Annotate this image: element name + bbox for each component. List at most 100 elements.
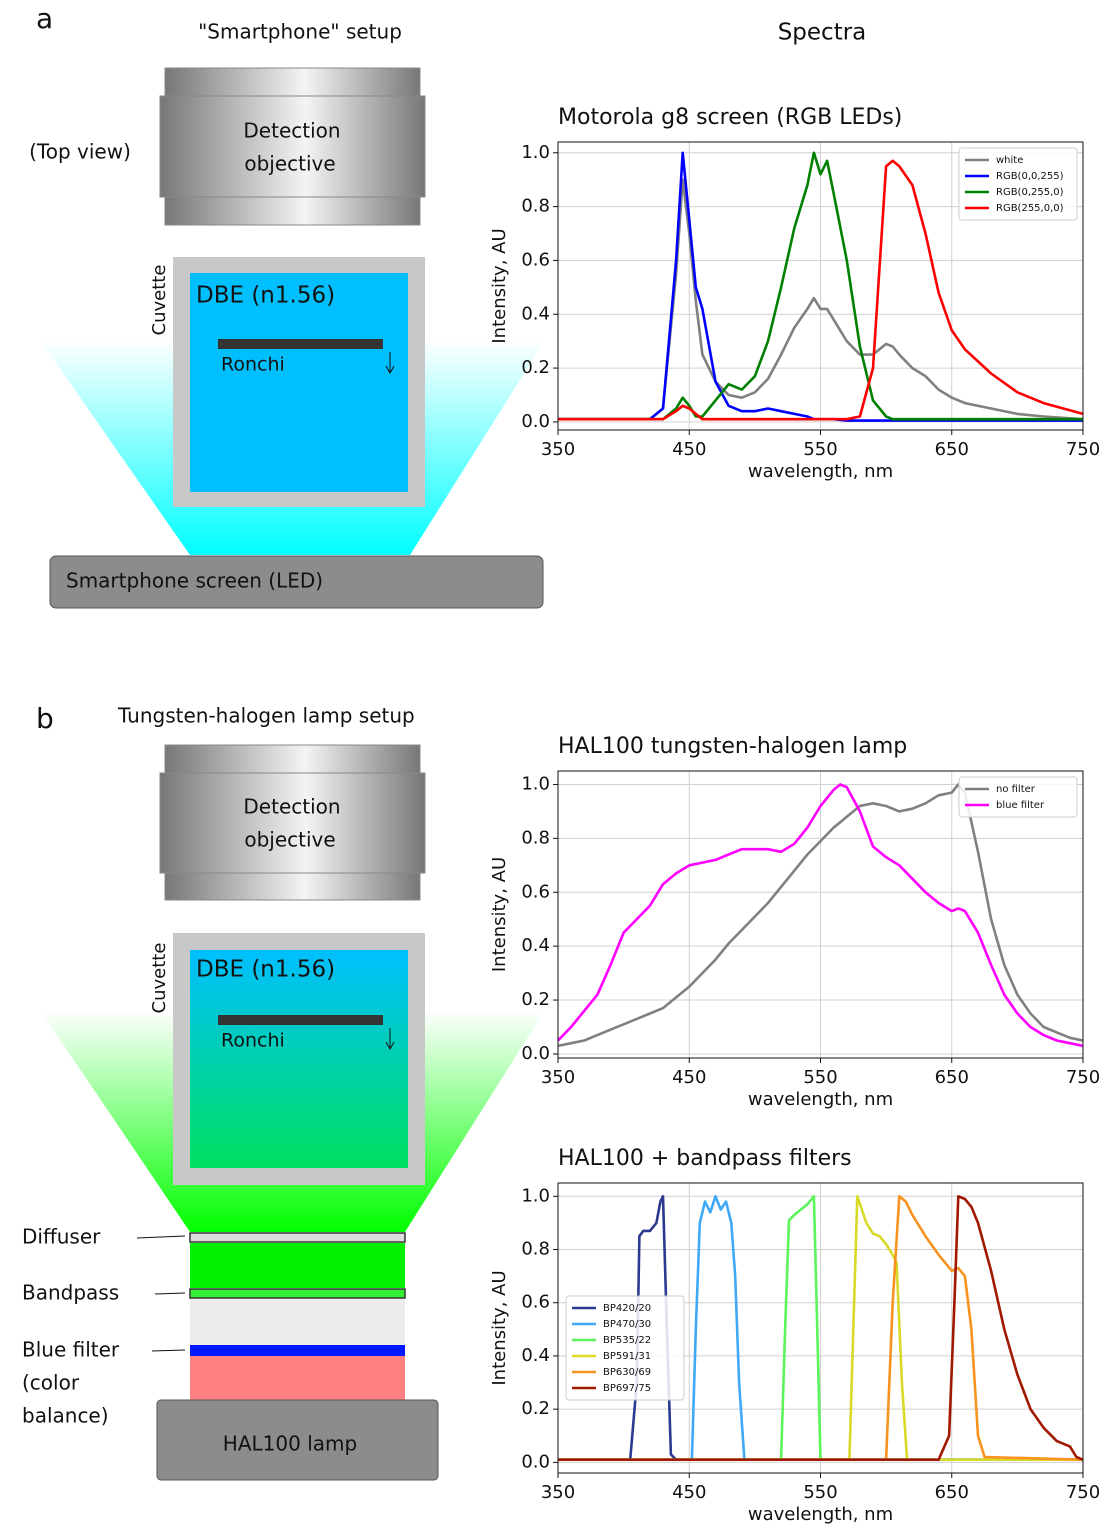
ronchi-grating [218,339,383,349]
chart-title: HAL100 tungsten-halogen lamp [558,734,907,759]
y-axis-label: Intensity, AU [489,1270,510,1385]
y-tick-label: 0.6 [521,1292,550,1313]
y-tick-label: 0.6 [521,881,550,902]
x-tick-label: 350 [541,1482,575,1503]
legend-label: BP697/75 [603,1383,651,1394]
diffuser [189,1232,406,1243]
diffuser-label: Diffuser [22,1225,101,1249]
ronchi-label: Ronchi [221,1030,285,1052]
dbe-medium [190,950,408,1168]
x-tick-label: 650 [935,1067,969,1088]
green-light [190,1243,405,1288]
spectrum-line [557,783,1084,1048]
x-tick-label: 650 [935,439,969,460]
legend: no filter blue filter [958,776,1078,818]
spectra-title: Spectra [778,20,867,46]
panel-letter: a [36,2,53,35]
y-tick-label: 0.2 [521,989,550,1010]
panel-title: Tungsten-halogen lamp setup [117,704,415,728]
panel-letter: b [36,702,54,735]
y-axis-label: Intensity, AU [489,857,510,972]
objective-label: objective [244,828,335,852]
x-tick-label: 650 [935,1482,969,1503]
spectrum-line [558,1195,1083,1461]
arrow [385,352,395,375]
legend-label: BP630/69 [603,1367,651,1378]
y-tick-label: 1.0 [521,773,550,794]
x-tick-label: 450 [672,1482,706,1503]
spectrum-line [558,1195,1084,1461]
y-tick-label: 0.0 [521,411,550,432]
spectrum-line [558,1195,1083,1461]
y-tick-label: 1.0 [521,1185,550,1206]
y-tick-label: 0.6 [521,249,550,270]
x-tick-label: 350 [541,1067,575,1088]
medium-label: DBE (n1.56) [196,283,335,309]
x-tick-label: 550 [803,1067,837,1088]
blue-filter-label: (color [22,1371,80,1395]
legend-label: RGB(0,0,255) [996,171,1064,182]
spectrum-line [558,159,1084,421]
blue-filter-label: balance) [22,1404,109,1428]
legend-label: RGB(0,255,0) [996,187,1064,198]
y-tick-label: 0.8 [521,827,550,848]
legend-label: BP591/31 [603,1351,651,1362]
objective-label: Detection [243,795,340,819]
x-tick-label: 550 [803,1482,837,1503]
legend: BP420/20 BP470/30 BP535/22 BP591/31 BP630/69… [565,1295,685,1401]
y-tick-label: 0.0 [521,1451,550,1472]
y-tick-label: 0.4 [521,1345,550,1366]
panel-title: "Smartphone" setup [198,20,402,44]
legend-label: BP420/20 [603,1303,651,1314]
objective [159,744,426,901]
spectrum-line [558,1195,1083,1461]
chart-title: Motorola g8 screen (RGB LEDs) [558,105,902,130]
x-tick-label: 450 [672,1067,706,1088]
legend-label: white [996,155,1023,166]
legend-box [958,147,1078,221]
y-tick-label: 1.0 [521,142,550,163]
x-axis-label: wavelength, nm [748,461,893,482]
white-light [190,1299,405,1345]
objective-label: Detection [243,119,340,143]
y-tick-label: 0.4 [521,935,550,956]
bandpass-label: Bandpass [22,1281,119,1305]
spectrum-line [557,783,1084,1048]
legend-box [565,1295,685,1401]
plot-frame [557,1182,1084,1474]
x-tick-label: 750 [1066,1482,1100,1503]
x-axis-label: wavelength, nm [748,1504,893,1525]
pointer [151,1349,186,1352]
source-label: HAL100 lamp [223,1432,357,1456]
y-tick-label: 0.4 [521,303,550,324]
plot-frame [557,141,1084,431]
x-tick-label: 750 [1066,439,1100,460]
legend-label: blue filter [996,800,1045,811]
spectrum-line [558,1195,1084,1461]
blue-filter [190,1345,405,1356]
x-tick-label: 750 [1066,1067,1100,1088]
objective-label: objective [244,152,335,176]
blue-filter-label: Blue filter [22,1338,120,1362]
y-tick-label: 0.0 [521,1043,550,1064]
y-tick-label: 0.8 [521,1239,550,1260]
legend: white RGB(0,0,255) RGB(0,255,0) RGB(255,0,0… [958,147,1078,221]
y-axis-label: Intensity, AU [489,228,510,343]
y-tick-label: 0.2 [521,1398,550,1419]
legend-label: no filter [996,784,1036,795]
pointer [136,1235,186,1239]
bandpass [189,1288,406,1299]
chart-title: HAL100 + bandpass filters [558,1146,852,1171]
legend-box [958,776,1078,818]
objective [159,67,426,226]
ronchi-grating [218,1015,383,1025]
ronchi-label: Ronchi [221,354,285,376]
medium-label: DBE (n1.56) [196,957,335,983]
source-label: Smartphone screen (LED) [66,569,323,593]
y-tick-label: 0.2 [521,357,550,378]
legend-label: BP470/30 [603,1319,651,1330]
lamp-light [190,1356,405,1400]
plot-frame [557,770,1084,1059]
view-label: (Top view) [29,140,131,164]
